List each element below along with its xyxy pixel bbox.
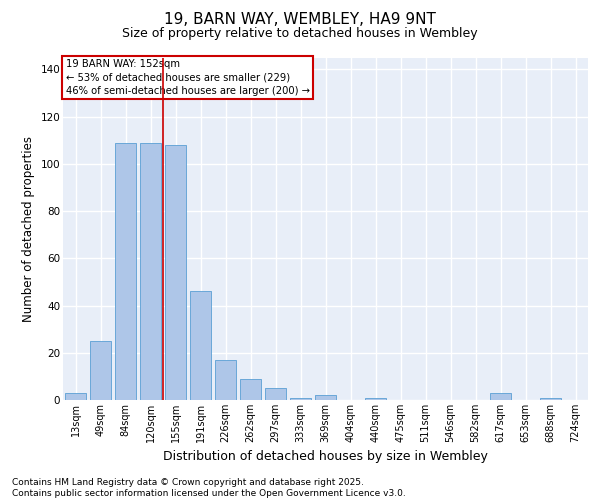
Bar xyxy=(65,393,86,400)
Bar xyxy=(115,142,136,400)
Text: 19, BARN WAY, WEMBLEY, HA9 9NT: 19, BARN WAY, WEMBLEY, HA9 9NT xyxy=(164,12,436,28)
Bar xyxy=(490,393,511,400)
Bar xyxy=(240,378,261,400)
Bar xyxy=(90,341,111,400)
Y-axis label: Number of detached properties: Number of detached properties xyxy=(22,136,35,322)
Text: 19 BARN WAY: 152sqm
← 53% of detached houses are smaller (229)
46% of semi-detac: 19 BARN WAY: 152sqm ← 53% of detached ho… xyxy=(65,59,310,96)
Bar xyxy=(140,142,161,400)
X-axis label: Distribution of detached houses by size in Wembley: Distribution of detached houses by size … xyxy=(163,450,488,464)
Bar xyxy=(215,360,236,400)
Bar xyxy=(540,398,561,400)
Text: Contains HM Land Registry data © Crown copyright and database right 2025.
Contai: Contains HM Land Registry data © Crown c… xyxy=(12,478,406,498)
Text: Size of property relative to detached houses in Wembley: Size of property relative to detached ho… xyxy=(122,28,478,40)
Bar xyxy=(290,398,311,400)
Bar xyxy=(315,396,336,400)
Bar xyxy=(165,145,186,400)
Bar xyxy=(365,398,386,400)
Bar xyxy=(265,388,286,400)
Bar xyxy=(190,292,211,400)
